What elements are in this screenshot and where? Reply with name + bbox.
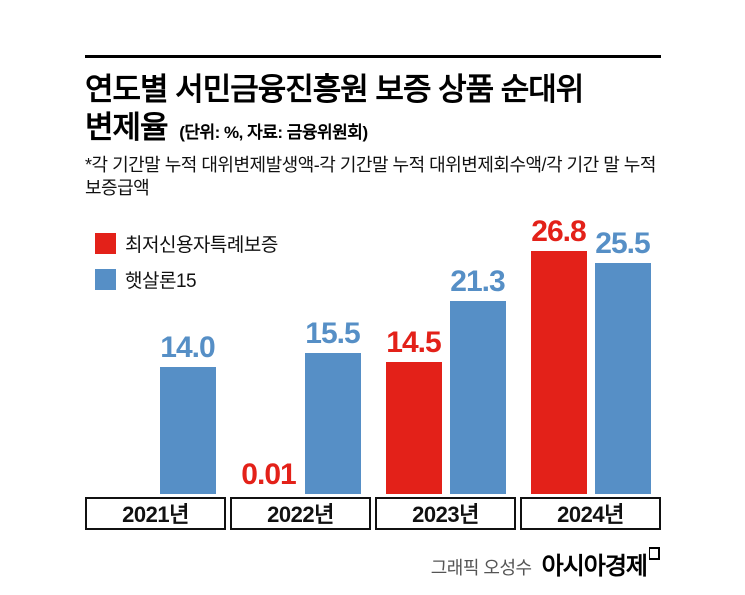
legend-swatch-blue <box>95 268 116 290</box>
bar-pair: 0.01 15.5 <box>230 202 371 494</box>
bar-pair: 14.0 <box>85 202 226 494</box>
bar-slot: 14.0 <box>159 330 216 494</box>
footer-credit: 그래픽 오성수 아시아경제 <box>431 546 660 581</box>
footnote: *각 기간말 누적 대위변제발생액-각 기간말 누적 대위변제회수액/각 기간 … <box>85 154 656 198</box>
chart-title-line1: 연도별 서민금융진흥원 보증 상품 순대위 <box>85 72 584 107</box>
x-axis-label: 2022년 <box>230 496 371 530</box>
bar-slot: 0.01 <box>241 457 296 494</box>
unit-source-note: (단위: %, 자료: 금융위원회) <box>179 122 368 142</box>
legend-label: 최저신용자특례보증 <box>125 234 278 256</box>
value-label: 0.01 <box>241 457 296 491</box>
legend-item: 햇살론15 <box>95 266 278 293</box>
value-label: 15.5 <box>305 316 360 350</box>
brand-mark-icon <box>649 547 660 560</box>
bar-slot: 21.3 <box>449 264 506 494</box>
value-label: 21.3 <box>450 264 505 298</box>
value-label: 14.0 <box>160 330 215 364</box>
bar-pair: 14.5 21.3 <box>375 202 516 494</box>
article-graphic: 연도별 서민금융진흥원 보증 상품 순대위 변제율 (단위: %, 자료: 금융… <box>85 55 661 530</box>
bar-slot: 14.5 <box>385 325 442 494</box>
value-label: 26.8 <box>531 214 586 248</box>
bar-group: 0.01 15.5 2022년 <box>230 202 371 530</box>
chart-title: 연도별 서민금융진흥원 보증 상품 순대위 변제율 (단위: %, 자료: 금융… <box>85 71 661 147</box>
bar-chart: 최저신용자특례보증 햇살론15 14.0 2021년 0.01 15.5 2022년 14… <box>85 202 661 530</box>
bar-slot: 26.8 <box>530 214 587 494</box>
bar-blue <box>449 300 506 494</box>
bar-groups: 14.0 2021년 0.01 15.5 2022년 14.5 21.3 2023년 26.8 2… <box>85 202 661 530</box>
top-rule <box>85 55 661 58</box>
bar-pair: 26.8 25.5 <box>520 202 661 494</box>
legend-item: 최저신용자특례보증 <box>95 230 278 257</box>
bar-group: 14.0 2021년 <box>85 202 226 530</box>
bar-blue <box>594 262 651 494</box>
publisher-logo: 아시아경제 <box>542 546 660 581</box>
bar-group: 26.8 25.5 2024년 <box>520 202 661 530</box>
value-label: 25.5 <box>595 226 650 260</box>
legend-swatch-red <box>95 232 116 254</box>
chart-legend: 최저신용자특례보증 햇살론15 <box>95 230 278 302</box>
x-axis-label: 2024년 <box>520 496 661 530</box>
value-label: 14.5 <box>386 325 441 359</box>
bar-blue <box>304 352 361 494</box>
bar-blue <box>159 366 216 494</box>
x-axis-label: 2021년 <box>85 496 226 530</box>
bar-red <box>385 361 442 494</box>
bar-slot: 15.5 <box>304 316 361 494</box>
graphic-credit: 그래픽 오성수 <box>430 558 532 578</box>
legend-label: 햇살론15 <box>125 270 197 292</box>
bar-group: 14.5 21.3 2023년 <box>375 202 516 530</box>
x-axis-label: 2023년 <box>375 496 516 530</box>
bar-red <box>530 250 587 494</box>
publisher-name: 아시아경제 <box>541 553 648 580</box>
bar-slot: 25.5 <box>594 226 651 494</box>
chart-title-line2: 변제율 <box>85 109 169 145</box>
